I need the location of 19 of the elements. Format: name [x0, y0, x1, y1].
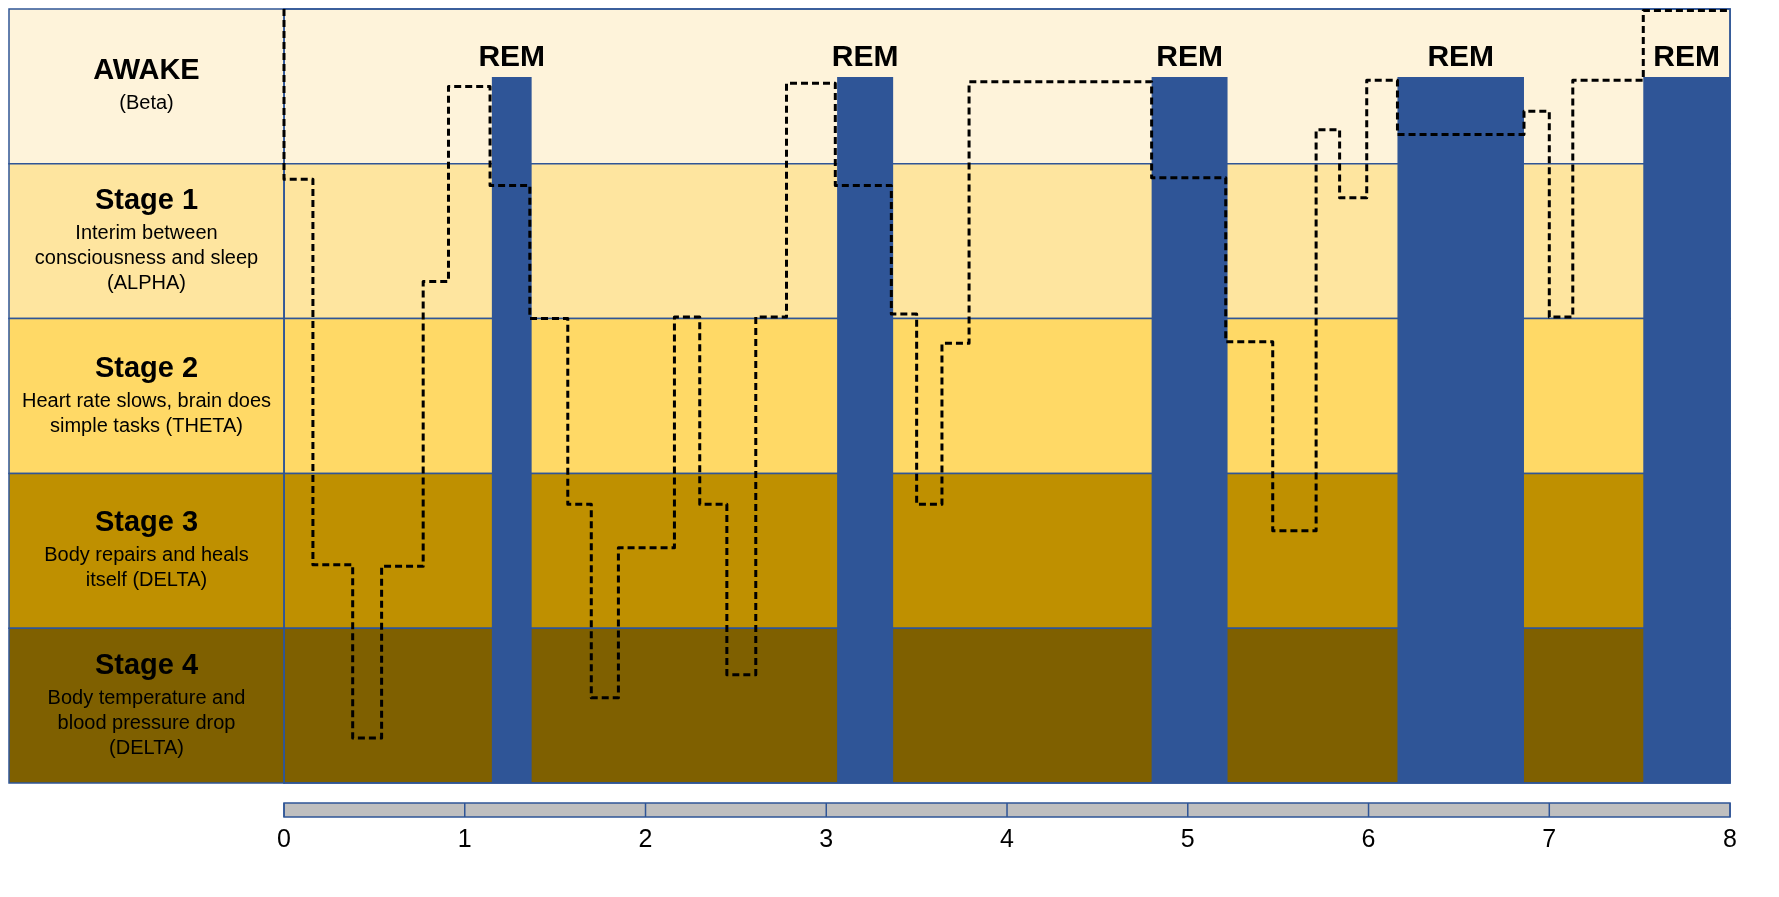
band-label: REM	[1427, 39, 1495, 73]
x-tick-label: 5	[1180, 823, 1195, 852]
band-label: Stage 1 Interim between consciousness and sleep (ALPHA)	[34, 183, 259, 294]
band-label: REM	[831, 39, 899, 73]
x-tick-label: 3	[819, 823, 834, 852]
band-label: REM	[1653, 39, 1720, 73]
band-label: Stage 4 Body temperature and blood pressure drop (DELTA)	[47, 647, 246, 758]
x-tick-label: 0	[277, 823, 291, 852]
x-tick-label: 2	[638, 823, 653, 852]
x-tick-label: 4	[1000, 823, 1015, 852]
band-label: Stage 2 Heart rate slows, brain does simple tasks (THETA)	[21, 350, 272, 436]
x-tick-label: 7	[1542, 823, 1557, 852]
band-label: Stage 3 Body repairs and heals itself (DELTA)	[44, 505, 249, 591]
x-tick-label: 8	[1723, 823, 1737, 852]
band-label: REM	[1156, 39, 1223, 73]
x-tick-label: 1	[457, 823, 472, 852]
band-label: REM	[478, 39, 546, 73]
x-tick-label: 6	[1361, 823, 1376, 852]
band-label: AWAKE (Beta)	[93, 53, 200, 114]
